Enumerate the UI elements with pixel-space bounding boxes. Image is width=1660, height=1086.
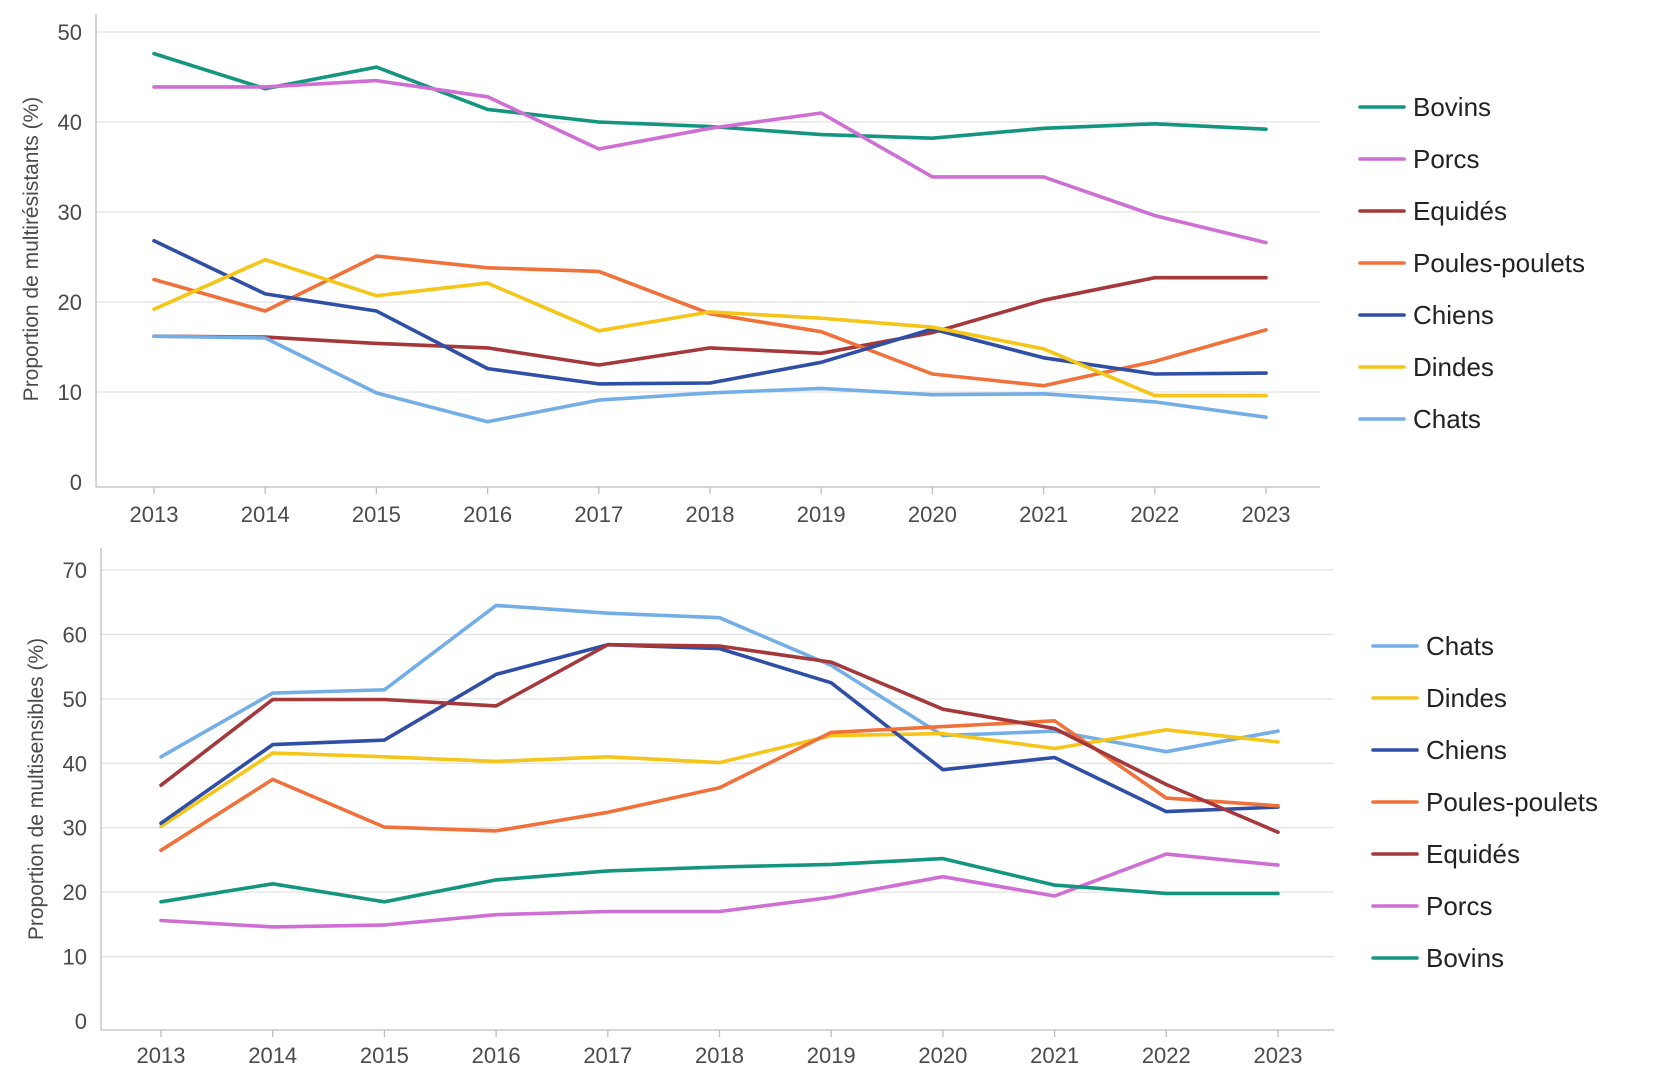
x-tick-label: 2022 bbox=[1142, 1043, 1191, 1068]
y-tick-label: 40 bbox=[63, 751, 87, 776]
legend-item-dindes: Dindes bbox=[1358, 352, 1494, 382]
series-line-chiens bbox=[159, 642, 1280, 826]
series-line-dindes bbox=[152, 257, 1268, 398]
x-tick-label: 2013 bbox=[130, 502, 179, 527]
y-tick-label: 60 bbox=[63, 622, 87, 647]
legend-item-chats: Chats bbox=[1371, 631, 1494, 661]
series-line-bovins bbox=[152, 51, 1268, 140]
y-tick-label: 10 bbox=[63, 945, 87, 970]
x-tick-label: 2020 bbox=[918, 1043, 967, 1068]
series-line-bovins bbox=[159, 856, 1280, 904]
legend-label-chiens: Chiens bbox=[1426, 735, 1507, 765]
x-tick-label: 2014 bbox=[241, 502, 290, 527]
x-tick-label: 2023 bbox=[1254, 1043, 1303, 1068]
y-tick-label: 30 bbox=[58, 200, 82, 225]
legend-label-poules-poulets: Poules-poulets bbox=[1426, 787, 1598, 817]
series-line-porcs bbox=[152, 78, 1268, 245]
x-tick-label: 2014 bbox=[248, 1043, 297, 1068]
legend-item-chiens: Chiens bbox=[1371, 735, 1507, 765]
legend-label-bovins: Bovins bbox=[1413, 92, 1491, 122]
legend: Chats Dindes Chiens Poules-poulets Equidés Po… bbox=[1371, 631, 1598, 973]
y-tick-label: 30 bbox=[63, 816, 87, 841]
legend-item-dindes: Dindes bbox=[1371, 683, 1507, 713]
y-tick-label: 70 bbox=[63, 558, 87, 583]
legend-label-chats: Chats bbox=[1413, 404, 1481, 434]
y-tick-label: 20 bbox=[63, 880, 87, 905]
y-axis-title: Proportion de multirésistants (%) bbox=[20, 97, 43, 402]
legend-label-dindes: Dindes bbox=[1413, 352, 1494, 382]
x-tick-label: 2019 bbox=[807, 1043, 856, 1068]
legend-label-chiens: Chiens bbox=[1413, 300, 1494, 330]
x-tick-label: 2015 bbox=[360, 1043, 409, 1068]
legend-label-porcs: Porcs bbox=[1426, 891, 1492, 921]
y-tick-label: 10 bbox=[58, 380, 82, 405]
legend-item-porcs: Porcs bbox=[1358, 144, 1479, 174]
y-tick-label: 0 bbox=[75, 1009, 87, 1034]
x-tick-label: 2021 bbox=[1019, 502, 1068, 527]
y-axis-title: Proportion de multisensibles (%) bbox=[25, 638, 48, 940]
legend-label-dindes: Dindes bbox=[1426, 683, 1507, 713]
legend-item-chiens: Chiens bbox=[1358, 300, 1494, 330]
series-line-chats bbox=[159, 603, 1280, 759]
legend-label-equides: Equidés bbox=[1426, 839, 1520, 869]
legend-label-porcs: Porcs bbox=[1413, 144, 1479, 174]
series-line-equides bbox=[159, 642, 1280, 835]
y-tick-label: 50 bbox=[63, 687, 87, 712]
series-line-equides bbox=[152, 275, 1268, 367]
x-tick-label: 2018 bbox=[686, 502, 735, 527]
legend-item-equides: Equidés bbox=[1371, 839, 1520, 869]
legend-item-poules-poulets: Poules-poulets bbox=[1358, 248, 1585, 278]
series-line-porcs bbox=[159, 852, 1280, 929]
chart-multisensibles: 0 10 20 30 40 50 60 70 2013 2014 2015 2016 2017 2018 2… bbox=[25, 548, 1598, 1068]
legend-item-poules-poulets: Poules-poulets bbox=[1371, 787, 1598, 817]
legend-item-bovins: Bovins bbox=[1358, 92, 1491, 122]
chart-multiresistants: 0 10 20 30 40 50 2013 2014 2015 2016 2017 2018 2019 2… bbox=[20, 14, 1585, 527]
x-tick-label: 2018 bbox=[695, 1043, 744, 1068]
y-tick-label: 40 bbox=[58, 110, 82, 135]
series-line-dindes bbox=[159, 727, 1280, 829]
x-tick-label: 2020 bbox=[908, 502, 957, 527]
legend-item-equides: Equidés bbox=[1358, 196, 1507, 226]
x-tick-label: 2015 bbox=[352, 502, 401, 527]
legend-item-porcs: Porcs bbox=[1371, 891, 1492, 921]
x-tick-label: 2023 bbox=[1242, 502, 1291, 527]
legend-item-bovins: Bovins bbox=[1371, 943, 1504, 973]
x-tick-label: 2021 bbox=[1030, 1043, 1079, 1068]
legend: Bovins Porcs Equidés Poules-poulets Chiens Di… bbox=[1358, 92, 1585, 434]
x-tick-label: 2016 bbox=[463, 502, 512, 527]
y-tick-label: 0 bbox=[70, 470, 82, 495]
x-tick-label: 2019 bbox=[797, 502, 846, 527]
y-tick-label: 20 bbox=[58, 290, 82, 315]
legend-label-equides: Equidés bbox=[1413, 196, 1507, 226]
legend-label-chats: Chats bbox=[1426, 631, 1494, 661]
x-tick-label: 2022 bbox=[1130, 502, 1179, 527]
x-tick-label: 2017 bbox=[574, 502, 623, 527]
legend-label-poules-poulets: Poules-poulets bbox=[1413, 248, 1585, 278]
x-tick-label: 2016 bbox=[472, 1043, 521, 1068]
legend-item-chats: Chats bbox=[1358, 404, 1481, 434]
legend-label-bovins: Bovins bbox=[1426, 943, 1504, 973]
x-tick-label: 2017 bbox=[583, 1043, 632, 1068]
x-tick-label: 2013 bbox=[137, 1043, 186, 1068]
series-line-chats bbox=[152, 334, 1268, 424]
y-tick-label: 50 bbox=[58, 20, 82, 45]
